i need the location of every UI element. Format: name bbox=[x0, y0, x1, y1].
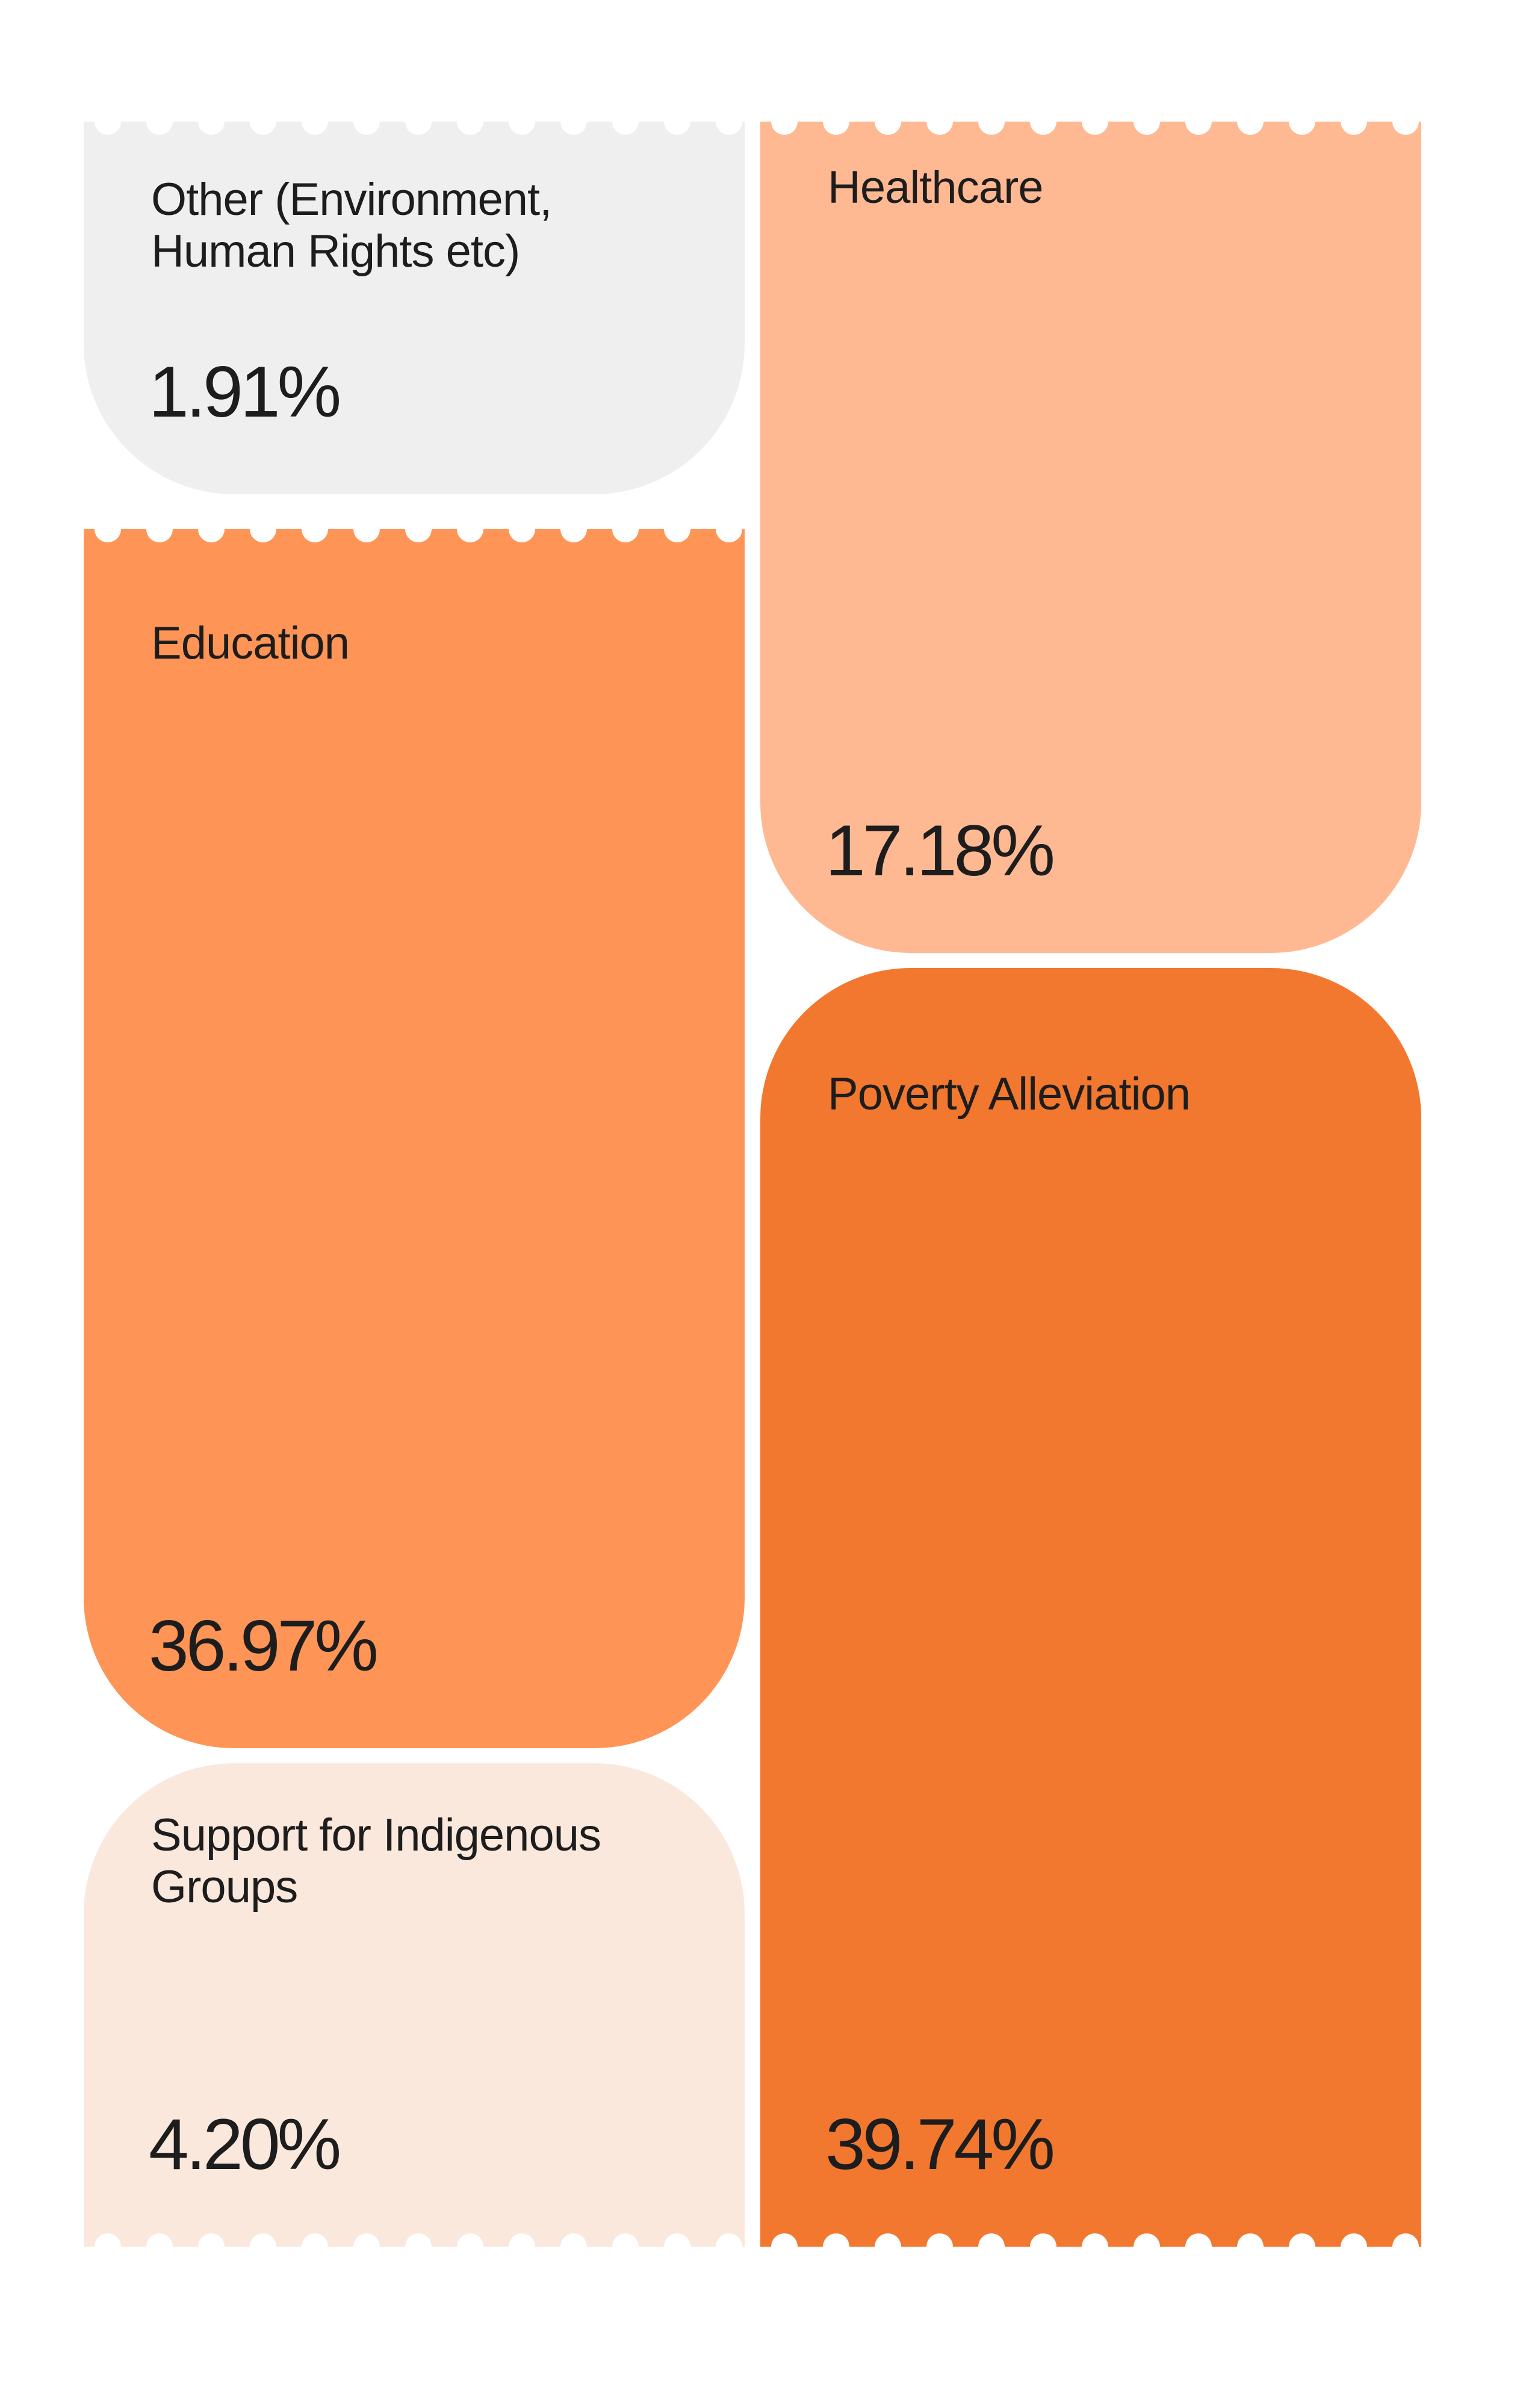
scallop-notch bbox=[1392, 2233, 1419, 2260]
category-percentage: 36.97% bbox=[149, 1606, 379, 1686]
scallop-notch bbox=[612, 2233, 639, 2260]
category-card: Support for Indigenous Groups 4.20% bbox=[84, 1763, 745, 2260]
scallop-notch bbox=[146, 516, 173, 542]
scallop-notch bbox=[146, 108, 173, 135]
scallop-notch bbox=[664, 2233, 690, 2260]
scallop-notch bbox=[250, 516, 276, 542]
scallop-notch bbox=[302, 108, 328, 135]
scallop-notch bbox=[1185, 2233, 1212, 2260]
scallop-notch bbox=[612, 108, 639, 135]
scallop-notch bbox=[146, 2233, 173, 2260]
scallop-notch bbox=[560, 516, 587, 542]
scallop-notch bbox=[302, 2233, 328, 2260]
scallop-notch bbox=[875, 108, 901, 135]
category-label: Other (Environment, Human Rights etc) bbox=[151, 174, 552, 277]
scallop-notch bbox=[509, 516, 535, 542]
scallop-notch bbox=[302, 516, 328, 542]
category-card: Other (Environment, Human Rights etc) 1.9… bbox=[84, 108, 745, 494]
scallop-notch bbox=[1341, 2233, 1367, 2260]
scallop-notch bbox=[509, 2233, 535, 2260]
scallop-notch bbox=[353, 2233, 380, 2260]
category-card: Education 36.97% bbox=[84, 516, 745, 1748]
scallop-notch bbox=[1134, 108, 1160, 135]
scallop-notch bbox=[1082, 2233, 1108, 2260]
scallop-notch bbox=[664, 108, 690, 135]
scallop-notch bbox=[198, 2233, 225, 2260]
scallop-notch bbox=[1185, 108, 1212, 135]
scallop-notch bbox=[95, 108, 121, 135]
scallop-notch bbox=[250, 2233, 276, 2260]
scallop-notch bbox=[353, 108, 380, 135]
scallop-notch bbox=[926, 108, 953, 135]
category-label: Support for Indigenous Groups bbox=[151, 1810, 601, 1913]
scallop-notch bbox=[509, 108, 535, 135]
scallop-notch bbox=[771, 108, 798, 135]
scallop-notch bbox=[1134, 2233, 1160, 2260]
scallop-notch bbox=[1030, 108, 1056, 135]
category-card: Poverty Alleviation 39.74% bbox=[760, 968, 1421, 2260]
scallop-notch bbox=[771, 2233, 798, 2260]
scallop-notch bbox=[95, 2233, 121, 2260]
scallop-notch bbox=[353, 516, 380, 542]
category-label: Healthcare bbox=[828, 162, 1044, 213]
scallop-notch bbox=[250, 108, 276, 135]
scallop-notch bbox=[978, 2233, 1005, 2260]
category-percentage: 1.91% bbox=[149, 352, 341, 432]
scallop-notch bbox=[823, 108, 849, 135]
scallop-notch bbox=[405, 108, 432, 135]
scallop-notch bbox=[95, 516, 121, 542]
scallop-notch bbox=[664, 516, 690, 542]
category-card: Healthcare 17.18% bbox=[760, 108, 1421, 953]
scallop-notch bbox=[198, 516, 225, 542]
scallop-notch bbox=[457, 516, 483, 542]
scallop-notch bbox=[978, 108, 1005, 135]
scallop-notch bbox=[716, 516, 742, 542]
scallop-notch bbox=[1237, 2233, 1264, 2260]
scallop-notch bbox=[560, 2233, 587, 2260]
scallop-notch bbox=[198, 108, 225, 135]
scallop-notch bbox=[457, 108, 483, 135]
category-percentage: 39.74% bbox=[825, 2104, 1055, 2185]
category-label: Education bbox=[151, 618, 350, 669]
scallop-notch bbox=[823, 2233, 849, 2260]
scallop-notch bbox=[1392, 108, 1419, 135]
scallop-notch bbox=[1289, 2233, 1315, 2260]
scallop-notch bbox=[405, 516, 432, 542]
scallop-notch bbox=[560, 108, 587, 135]
scallop-notch bbox=[457, 2233, 483, 2260]
scallop-notch bbox=[875, 2233, 901, 2260]
category-label: Poverty Alleviation bbox=[828, 1069, 1191, 1120]
scallop-notch bbox=[716, 2233, 742, 2260]
scallop-notch bbox=[1082, 108, 1108, 135]
category-percentage: 17.18% bbox=[825, 810, 1055, 891]
scallop-notch bbox=[716, 108, 742, 135]
scallop-notch bbox=[1237, 108, 1264, 135]
scallop-notch bbox=[405, 2233, 432, 2260]
scallop-notch bbox=[1030, 2233, 1056, 2260]
scallop-notch bbox=[1341, 108, 1367, 135]
scallop-notch bbox=[1289, 108, 1315, 135]
category-percentage: 4.20% bbox=[149, 2104, 341, 2185]
scallop-notch bbox=[926, 2233, 953, 2260]
scallop-notch bbox=[612, 516, 639, 542]
